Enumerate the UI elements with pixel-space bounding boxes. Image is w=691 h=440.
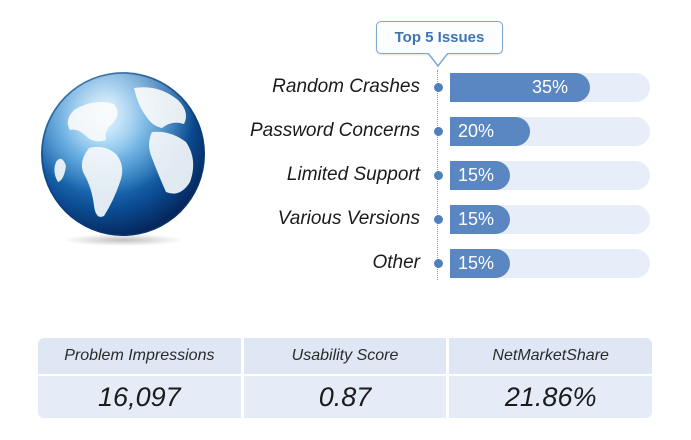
stat-value: 0.87 <box>243 376 447 418</box>
category-label-other: Other <box>372 252 420 273</box>
category-label-limited-support: Limited Support <box>286 164 420 185</box>
stat-netmarketshare: NetMarketShare 21.86% <box>449 338 653 418</box>
category-label-various-versions: Various Versions <box>277 208 420 229</box>
chart-title-callout: Top 5 Issues <box>376 21 503 54</box>
bar-value-label: 15% <box>458 209 495 229</box>
bar-limited-support <box>450 161 510 190</box>
stat-value: 21.86% <box>449 376 653 418</box>
stat-value: 16,097 <box>38 376 241 418</box>
bar-various-versions <box>450 205 510 234</box>
axis-dot <box>434 83 443 92</box>
axis-dot <box>434 259 443 268</box>
bar-random-crashes <box>450 73 590 102</box>
bar-value-label: 35% <box>532 77 569 97</box>
bar-value-label: 15% <box>458 165 495 185</box>
stat-label: NetMarketShare <box>449 338 653 376</box>
bar-value-label: 20% <box>458 121 495 141</box>
category-label-password-concerns: Password Concerns <box>249 120 420 141</box>
stat-label: Problem Impressions <box>38 338 241 376</box>
bar-password-concerns <box>450 117 530 146</box>
axis-dot <box>434 127 443 136</box>
axis-dot <box>434 215 443 224</box>
stat-label: Usability Score <box>243 338 447 376</box>
stat-usability-score: Usability Score 0.87 <box>243 338 447 418</box>
stat-problem-impressions: Problem Impressions 16,097 <box>38 338 241 418</box>
bar-other <box>450 249 510 278</box>
callout-pointer <box>428 53 448 67</box>
axis-dot <box>434 171 443 180</box>
category-label-random-crashes: Random Crashes <box>272 76 420 97</box>
bar-value-label: 15% <box>458 253 495 273</box>
stats-table: Problem Impressions 16,097 Usability Sco… <box>38 338 653 418</box>
globe-icon <box>34 70 212 248</box>
